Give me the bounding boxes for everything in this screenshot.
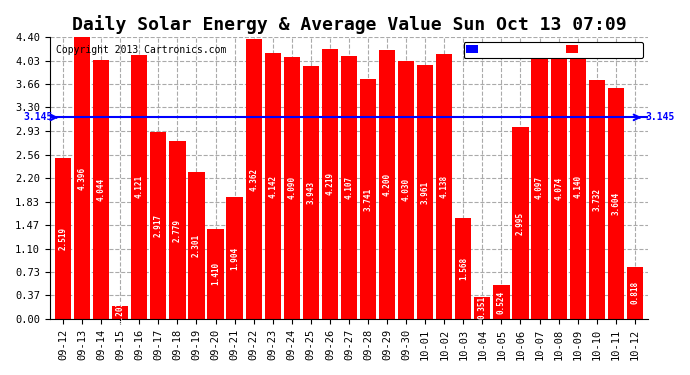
Bar xyxy=(493,285,509,319)
Title: Daily Solar Energy & Average Value Sun Oct 13 07:09: Daily Solar Energy & Average Value Sun O… xyxy=(72,15,627,34)
Bar xyxy=(379,50,395,319)
Text: 1.410: 1.410 xyxy=(211,262,220,285)
Text: 0.351: 0.351 xyxy=(478,296,487,320)
Bar xyxy=(531,56,548,319)
Text: 2.301: 2.301 xyxy=(192,234,201,257)
Text: 4.362: 4.362 xyxy=(249,168,258,191)
Bar xyxy=(569,54,586,319)
Text: 2.917: 2.917 xyxy=(154,214,163,237)
Text: 4.074: 4.074 xyxy=(554,177,563,200)
Text: 0.203: 0.203 xyxy=(116,301,125,324)
Bar xyxy=(513,127,529,319)
Bar xyxy=(55,158,71,319)
Bar xyxy=(303,66,319,319)
Text: 3.741: 3.741 xyxy=(364,188,373,211)
Bar xyxy=(398,61,414,319)
Bar xyxy=(264,54,281,319)
Bar xyxy=(150,132,166,319)
Text: 4.030: 4.030 xyxy=(402,178,411,201)
Text: 3.961: 3.961 xyxy=(421,180,430,204)
Text: 3.732: 3.732 xyxy=(592,188,601,211)
Bar xyxy=(284,57,300,319)
Bar xyxy=(112,306,128,319)
Text: 2.519: 2.519 xyxy=(59,227,68,250)
Bar xyxy=(589,80,605,319)
Bar xyxy=(627,267,643,319)
Bar xyxy=(608,88,624,319)
Text: 2.779: 2.779 xyxy=(173,218,182,242)
Text: 4.107: 4.107 xyxy=(344,176,353,199)
Text: 0.818: 0.818 xyxy=(631,281,640,304)
Text: 4.138: 4.138 xyxy=(440,175,449,198)
Bar xyxy=(455,219,471,319)
Bar xyxy=(188,171,204,319)
Text: 4.044: 4.044 xyxy=(97,178,106,201)
Bar xyxy=(246,39,262,319)
Text: 1.904: 1.904 xyxy=(230,246,239,270)
Text: 4.396: 4.396 xyxy=(77,166,87,190)
Text: 4.219: 4.219 xyxy=(326,172,335,195)
Text: 4.142: 4.142 xyxy=(268,175,277,198)
Text: Copyright 2013 Cartronics.com: Copyright 2013 Cartronics.com xyxy=(56,45,226,56)
Bar xyxy=(208,229,224,319)
Bar xyxy=(93,60,109,319)
Legend: Average ($), Daily  ($): Average ($), Daily ($) xyxy=(464,42,643,58)
Bar xyxy=(74,37,90,319)
Text: 3.604: 3.604 xyxy=(611,192,620,215)
Text: 3.145: 3.145 xyxy=(23,112,52,122)
Bar xyxy=(322,48,338,319)
Bar xyxy=(360,79,376,319)
Text: 4.200: 4.200 xyxy=(382,173,391,196)
Bar xyxy=(436,54,453,319)
Bar xyxy=(341,56,357,319)
Bar xyxy=(131,55,148,319)
Text: 4.121: 4.121 xyxy=(135,176,144,198)
Text: 4.140: 4.140 xyxy=(573,175,582,198)
Bar xyxy=(226,197,243,319)
Text: 1.568: 1.568 xyxy=(459,257,468,280)
Text: 3.943: 3.943 xyxy=(306,181,315,204)
Bar xyxy=(551,58,566,319)
Bar xyxy=(417,65,433,319)
Text: 0.524: 0.524 xyxy=(497,291,506,314)
Bar xyxy=(169,141,186,319)
Text: 4.090: 4.090 xyxy=(287,176,296,200)
Bar xyxy=(474,297,491,319)
Text: 3.145: 3.145 xyxy=(645,112,675,122)
Text: 2.995: 2.995 xyxy=(516,211,525,235)
Text: 4.097: 4.097 xyxy=(535,176,544,199)
